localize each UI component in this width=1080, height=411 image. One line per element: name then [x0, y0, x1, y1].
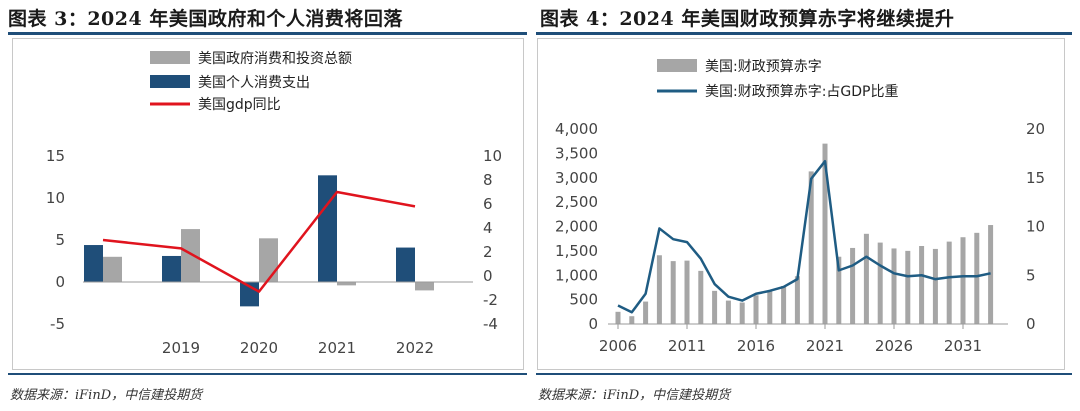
y-right-tick-label: 10 — [483, 147, 502, 165]
y-left-tick-label: 0 — [588, 315, 598, 333]
y-right-tick-label: 10 — [1026, 218, 1045, 236]
bar-deficit — [753, 295, 759, 324]
chart3-panel: 美国政府消费和投资总额 美国个人消费支出 美国gdp同比 -5 0 5 10 15 -4 -2 0 2… — [12, 38, 524, 370]
bar-deficit — [615, 311, 621, 324]
bar-deficit — [822, 143, 828, 324]
bar-deficit — [725, 300, 731, 324]
chart4-panel: 美国:财政预算赤字美国:财政预算赤字:占GDP比重 0 500 1,000 1,500 2… — [537, 38, 1065, 370]
y-left-tick-label: 3,500 — [555, 144, 598, 162]
y-left-tick-label: 15 — [46, 147, 65, 165]
x-tick-label: 2021 — [806, 337, 844, 355]
bar-deficit — [656, 255, 662, 324]
y-left-tick-label: 2,500 — [555, 193, 598, 211]
y-left-tick-label: -5 — [50, 315, 65, 333]
bar-deficit — [863, 233, 869, 324]
x-tick-label: 2020 — [240, 339, 278, 357]
y-right-tick-label: 8 — [483, 171, 493, 189]
bar-gov — [181, 229, 200, 282]
y-right-tick-label: -2 — [483, 291, 498, 309]
x-tick-label: 2021 — [318, 339, 356, 357]
legend-swatch-personal — [150, 75, 190, 88]
line-gdp — [102, 190, 416, 293]
y-right-tick-label: -4 — [483, 315, 498, 333]
x-tick-label: 2019 — [162, 339, 200, 357]
bar-deficit — [891, 248, 897, 324]
y-right-tick-label: 15 — [1026, 169, 1045, 187]
bar-deficit — [960, 237, 966, 324]
bar-deficit — [850, 247, 856, 324]
chart3-source: 数据来源：iFinD，中信建投期货 — [10, 388, 203, 403]
x-tick-label: 2022 — [396, 339, 434, 357]
y-left-tick-label: 500 — [569, 291, 598, 309]
y-right-tick-label: 5 — [1026, 266, 1036, 284]
bar-deficit — [698, 270, 704, 324]
y-right-tick-label: 4 — [483, 219, 493, 237]
bar-deficit — [905, 250, 911, 324]
y-left-tick-label: 4,000 — [555, 120, 598, 138]
x-tick-label: 2026 — [875, 337, 913, 355]
bar-deficit — [808, 171, 814, 324]
y-left-tick-label: 10 — [46, 189, 65, 207]
x-tick-label: 2031 — [944, 337, 982, 355]
line-deficit-gdp — [617, 159, 991, 314]
bar-deficit — [670, 261, 676, 324]
chart3-bottom-rule — [8, 373, 527, 375]
chart3-top-rule — [8, 32, 527, 35]
bar-gov — [337, 282, 356, 286]
bar-deficit — [767, 291, 773, 324]
legend-label-gov: 美国政府消费和投资总额 — [198, 51, 352, 67]
bar-deficit — [794, 276, 800, 324]
bar-deficit — [974, 232, 980, 324]
bar-deficit — [919, 246, 925, 324]
legend-label-deficit: 美国:财政预算赤字 — [705, 59, 822, 75]
legend-label-deficit-gdp: 美国:财政预算赤字:占GDP比重 — [705, 84, 899, 100]
chart4-source: 数据来源：iFinD，中信建投期货 — [538, 388, 731, 403]
bar-deficit — [946, 241, 952, 324]
y-right-tick-label: 6 — [483, 195, 493, 213]
y-left-tick-label: 5 — [55, 231, 65, 249]
legend-label-gdp: 美国gdp同比 — [198, 97, 281, 113]
bar-personal — [84, 245, 103, 282]
bar-deficit — [739, 302, 745, 324]
y-right-tick-label: 0 — [1026, 315, 1036, 333]
y-left-tick-label: 1,500 — [555, 242, 598, 260]
y-right-tick-label: 0 — [483, 267, 493, 285]
x-tick-label: 2016 — [737, 337, 775, 355]
bar-gov — [103, 256, 122, 282]
chart3-title: 图表 3：2024 年美国政府和个人消费将回落 — [8, 8, 403, 30]
y-right-tick-label: 20 — [1026, 120, 1045, 138]
bar-personal — [318, 175, 337, 282]
bar-deficit — [932, 248, 938, 324]
bar-gov — [259, 238, 278, 282]
legend-swatch-gov — [150, 51, 190, 64]
y-right-tick-label: 2 — [483, 243, 493, 261]
x-tick-label: 2011 — [668, 337, 706, 355]
bar-deficit — [877, 242, 883, 324]
bar-deficit — [712, 290, 718, 324]
bar-personal — [162, 255, 181, 282]
bar-personal — [396, 247, 415, 282]
y-left-tick-label: 2,000 — [555, 218, 598, 236]
bar-deficit — [643, 301, 649, 324]
chart4-bottom-rule — [536, 373, 1072, 375]
bar-deficit — [781, 285, 787, 324]
bar-gov — [415, 282, 434, 291]
legend-swatch-deficit — [657, 59, 697, 72]
bar-deficit — [836, 256, 842, 324]
y-left-tick-label: 0 — [55, 273, 65, 291]
chart4-title: 图表 4：2024 年美国财政预算赤字将继续提升 — [540, 8, 955, 30]
bar-deficit — [684, 260, 690, 324]
x-tick-label: 2006 — [599, 337, 637, 355]
chart4-top-rule — [536, 32, 1072, 35]
y-left-tick-label: 3,000 — [555, 169, 598, 187]
bar-deficit — [629, 316, 635, 324]
legend-label-personal: 美国个人消费支出 — [198, 75, 310, 91]
y-left-tick-label: 1,000 — [555, 266, 598, 284]
